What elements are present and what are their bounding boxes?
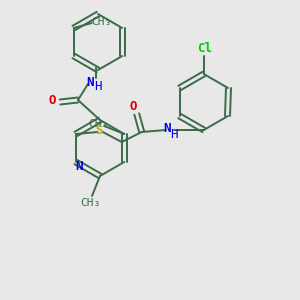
Text: H: H xyxy=(94,80,102,94)
Text: CH₃: CH₃ xyxy=(80,198,100,208)
Text: N: N xyxy=(86,76,94,88)
Text: CH₃: CH₃ xyxy=(92,17,112,27)
Text: CH₃: CH₃ xyxy=(88,119,108,129)
Text: Cl: Cl xyxy=(197,41,212,55)
Text: N: N xyxy=(163,122,170,136)
Text: N: N xyxy=(75,160,82,172)
Text: O: O xyxy=(48,94,56,107)
Text: H: H xyxy=(170,128,178,140)
Text: O: O xyxy=(129,100,136,113)
Text: S: S xyxy=(95,124,103,136)
